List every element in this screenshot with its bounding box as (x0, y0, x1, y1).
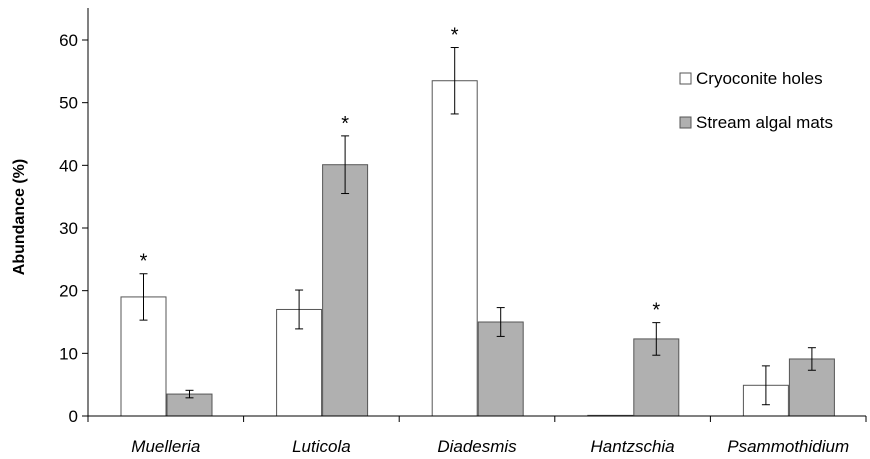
y-axis: 0 10 20 30 40 50 60 (59, 8, 89, 426)
bar-stream-diadesmis (477, 321, 524, 417)
y-axis-title: Abundance (%) (11, 159, 28, 275)
legend-swatch (679, 116, 692, 129)
x-tick-label: Psammothidium (727, 437, 849, 456)
legend-label: Stream algal mats (696, 113, 833, 132)
bar-stream-luticola (322, 164, 369, 417)
x-tick-label: Diadesmis (437, 437, 517, 456)
y-tick-label: 40 (59, 156, 78, 175)
significance-marker: * (140, 251, 148, 273)
y-tick-label: 60 (59, 31, 78, 50)
y-tick-label: 0 (69, 407, 78, 426)
legend-label: Cryoconite holes (696, 69, 823, 88)
significance-marker: * (341, 113, 349, 135)
legend-swatch (679, 72, 692, 85)
y-tick-label: 10 (59, 344, 78, 363)
y-tick-label: 30 (59, 219, 78, 238)
legend: Cryoconite holes Stream algal mats (679, 69, 833, 132)
x-tick-label: Luticola (292, 437, 351, 456)
significance-marker: * (451, 25, 459, 47)
x-tick-label: Muelleria (131, 437, 200, 456)
bar-cryoconite-diadesmis (431, 80, 478, 417)
y-tick-label: 50 (59, 94, 78, 113)
x-tick-label: Hantzschia (591, 437, 675, 456)
y-tick-label: 20 (59, 282, 78, 301)
significance-marker: * (652, 300, 660, 322)
x-axis: Muelleria Luticola Diadesmis Hantzschia Psam… (87, 415, 867, 456)
